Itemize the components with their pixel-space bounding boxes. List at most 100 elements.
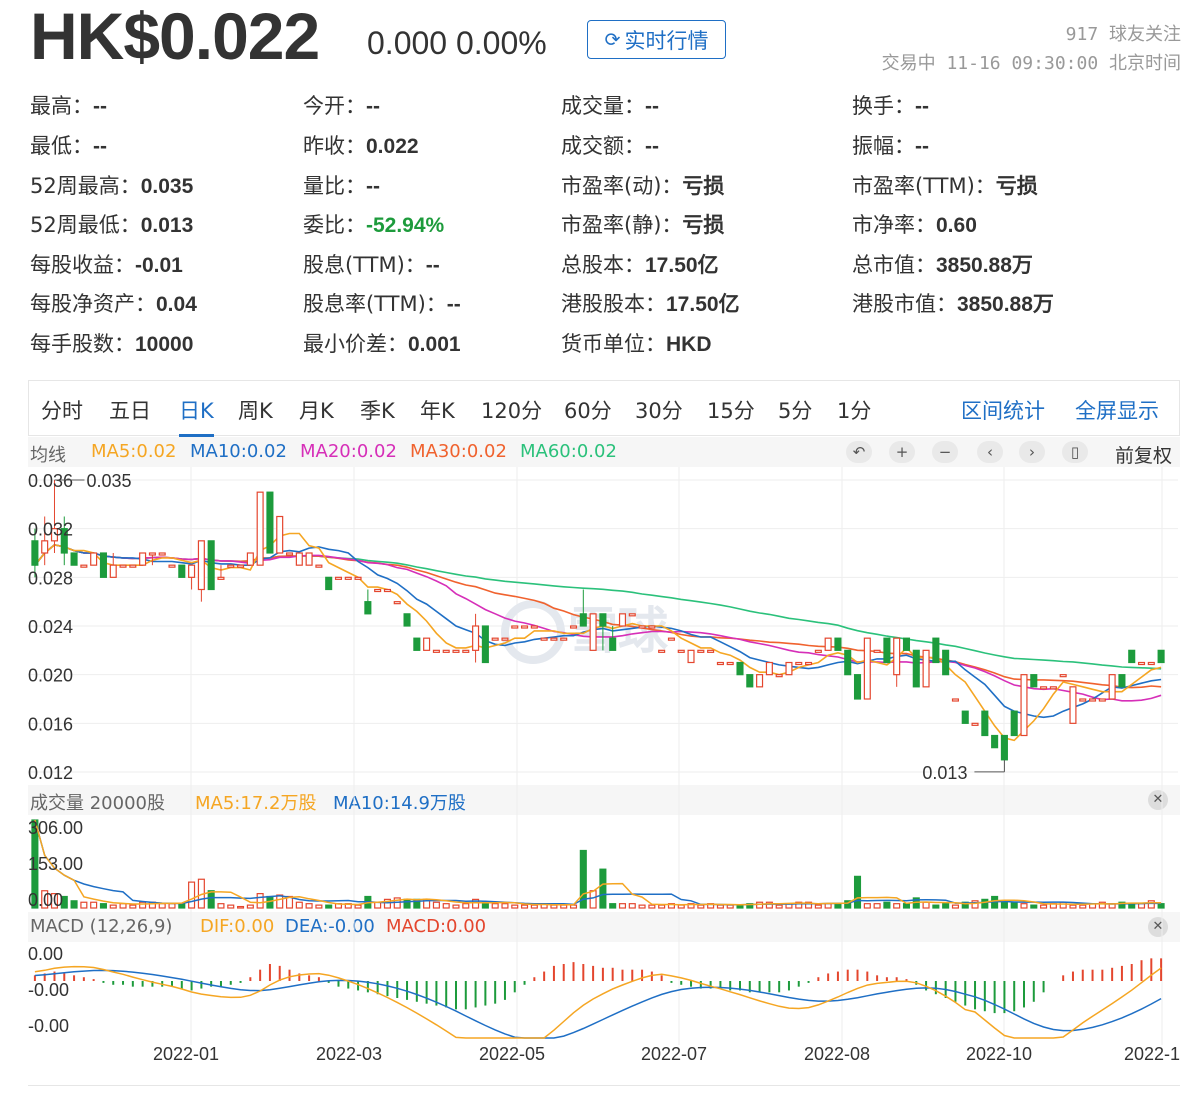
quote-value: HKD <box>666 333 712 356</box>
macd-dea: DEA:-0.00 <box>285 916 375 937</box>
candle-body <box>991 734 999 749</box>
volume-bar <box>90 901 98 909</box>
ma10-value: MA10:0.02 <box>190 441 287 462</box>
period-tab[interactable]: 月K <box>299 399 334 423</box>
period-tab[interactable]: 周K <box>238 399 273 423</box>
volume-bar <box>1000 901 1008 909</box>
volume-tick-label: 153.00 <box>28 854 83 874</box>
quote-item: 每股收益：-0.01 <box>30 249 183 279</box>
volume-bar <box>472 898 480 909</box>
quote-item: 换手：-- <box>852 90 929 120</box>
candle-body <box>41 540 49 554</box>
range-stats-link[interactable]: 区间统计 <box>961 399 1045 423</box>
candle-body <box>403 613 411 627</box>
candle-body <box>1059 674 1067 678</box>
candle-body <box>354 576 362 580</box>
candle-body <box>491 637 499 641</box>
chevron-right-icon[interactable]: › <box>1019 441 1045 463</box>
quote-value: 10000 <box>135 333 194 356</box>
quote-value: 3850.88万 <box>957 293 1054 316</box>
period-tab[interactable]: 日K <box>179 395 214 437</box>
candle-body <box>178 564 186 578</box>
quote-value: 0.60 <box>936 214 977 237</box>
realtime-quote-button[interactable]: ⟳ 实时行情 <box>587 20 726 59</box>
period-tab[interactable]: 120分 <box>481 399 543 423</box>
period-tab[interactable]: 年K <box>420 399 455 423</box>
stock-header: HK$0.022 0.000 0.00% ⟳ 实时行情 917 球友关注 交易中… <box>0 0 1203 80</box>
volume-bar <box>99 903 107 909</box>
candle-body <box>383 588 391 593</box>
kline-svg[interactable]: 雪球0.0360.0320.0280.0240.0200.0160.0120.0… <box>28 380 1180 1085</box>
volume-bar <box>295 901 303 909</box>
quote-label: 量比： <box>303 174 366 198</box>
volume-bar <box>579 849 587 909</box>
volume-bar <box>70 900 78 909</box>
volume-bar <box>109 904 117 909</box>
period-tab[interactable]: 30分 <box>635 399 683 423</box>
undo-icon[interactable]: ↶ <box>846 441 872 463</box>
quote-item: 每手股数：10000 <box>30 328 193 358</box>
quote-label: 成交额： <box>561 134 645 158</box>
candle-body <box>560 637 568 641</box>
zoom-in-icon[interactable]: + <box>889 441 915 463</box>
ma5-value: MA5:0.02 <box>91 441 177 462</box>
volume-bar <box>981 898 989 909</box>
candle-type-icon[interactable]: ▯ <box>1062 441 1088 463</box>
candle-body <box>1098 698 1106 702</box>
candle-body <box>374 588 382 593</box>
followers-count[interactable]: 917 球友关注 <box>1065 24 1181 45</box>
zoom-out-icon[interactable]: − <box>932 441 958 463</box>
candle-body <box>707 649 715 653</box>
volume-bar <box>41 890 49 909</box>
period-tab[interactable]: 1分 <box>837 399 872 423</box>
chevron-left-icon[interactable]: ‹ <box>977 441 1003 463</box>
quote-label: 52周最高： <box>30 174 141 198</box>
candle-body <box>775 674 783 678</box>
period-tab[interactable]: 15分 <box>707 399 755 423</box>
volume-bar <box>1010 901 1018 909</box>
candle-body <box>266 491 274 554</box>
period-tab[interactable]: 60分 <box>564 399 612 423</box>
ma5-line <box>34 532 1162 742</box>
volume-bar <box>618 903 627 909</box>
quote-label: 成交量： <box>561 94 645 118</box>
quote-value: -- <box>366 95 380 118</box>
period-tab[interactable]: 5分 <box>778 399 813 423</box>
period-tab[interactable]: 五日 <box>109 399 151 423</box>
close-macd-icon[interactable]: ✕ <box>1148 917 1168 937</box>
period-tab[interactable]: 分时 <box>41 399 83 423</box>
quote-item: 港股股本：17.50亿 <box>561 288 740 318</box>
volume-bar <box>873 903 881 909</box>
candle-body <box>1089 698 1097 702</box>
quote-item: 量比：-- <box>303 170 380 200</box>
close-volume-icon[interactable]: ✕ <box>1148 790 1168 810</box>
macd-dea-line <box>34 969 1162 1039</box>
quote-item: 昨收：0.022 <box>303 130 419 160</box>
candle-body <box>805 661 813 666</box>
adjust-mode-select[interactable]: 前复权 <box>1114 445 1172 467</box>
period-tab[interactable]: 季K <box>360 399 395 423</box>
ma20-line <box>34 544 1162 702</box>
candle-body <box>90 552 98 566</box>
volume-bar <box>256 893 264 909</box>
candle-body <box>521 625 529 629</box>
volume-bar <box>158 903 166 909</box>
macd-dif-line <box>34 965 1162 1039</box>
quote-label: 换手： <box>852 94 915 118</box>
candle-body <box>432 649 440 653</box>
candle-body <box>618 613 627 627</box>
candle-body <box>334 576 343 580</box>
quote-label: 市盈率(TTM)： <box>852 174 996 198</box>
volume-bar <box>746 903 754 909</box>
candle-body <box>237 564 245 568</box>
quote-label: 振幅： <box>852 134 915 158</box>
date-tick-label: 2022-05 <box>479 1044 545 1064</box>
candle-body <box>814 649 822 653</box>
volume-bar <box>1040 904 1048 909</box>
quote-value: 0.022 <box>366 135 419 158</box>
fullscreen-link[interactable]: 全屏显示 <box>1075 399 1159 423</box>
candle-body <box>1030 674 1038 688</box>
candle-body <box>951 698 959 702</box>
volume-bar <box>599 868 607 909</box>
volume-bar <box>276 894 284 909</box>
